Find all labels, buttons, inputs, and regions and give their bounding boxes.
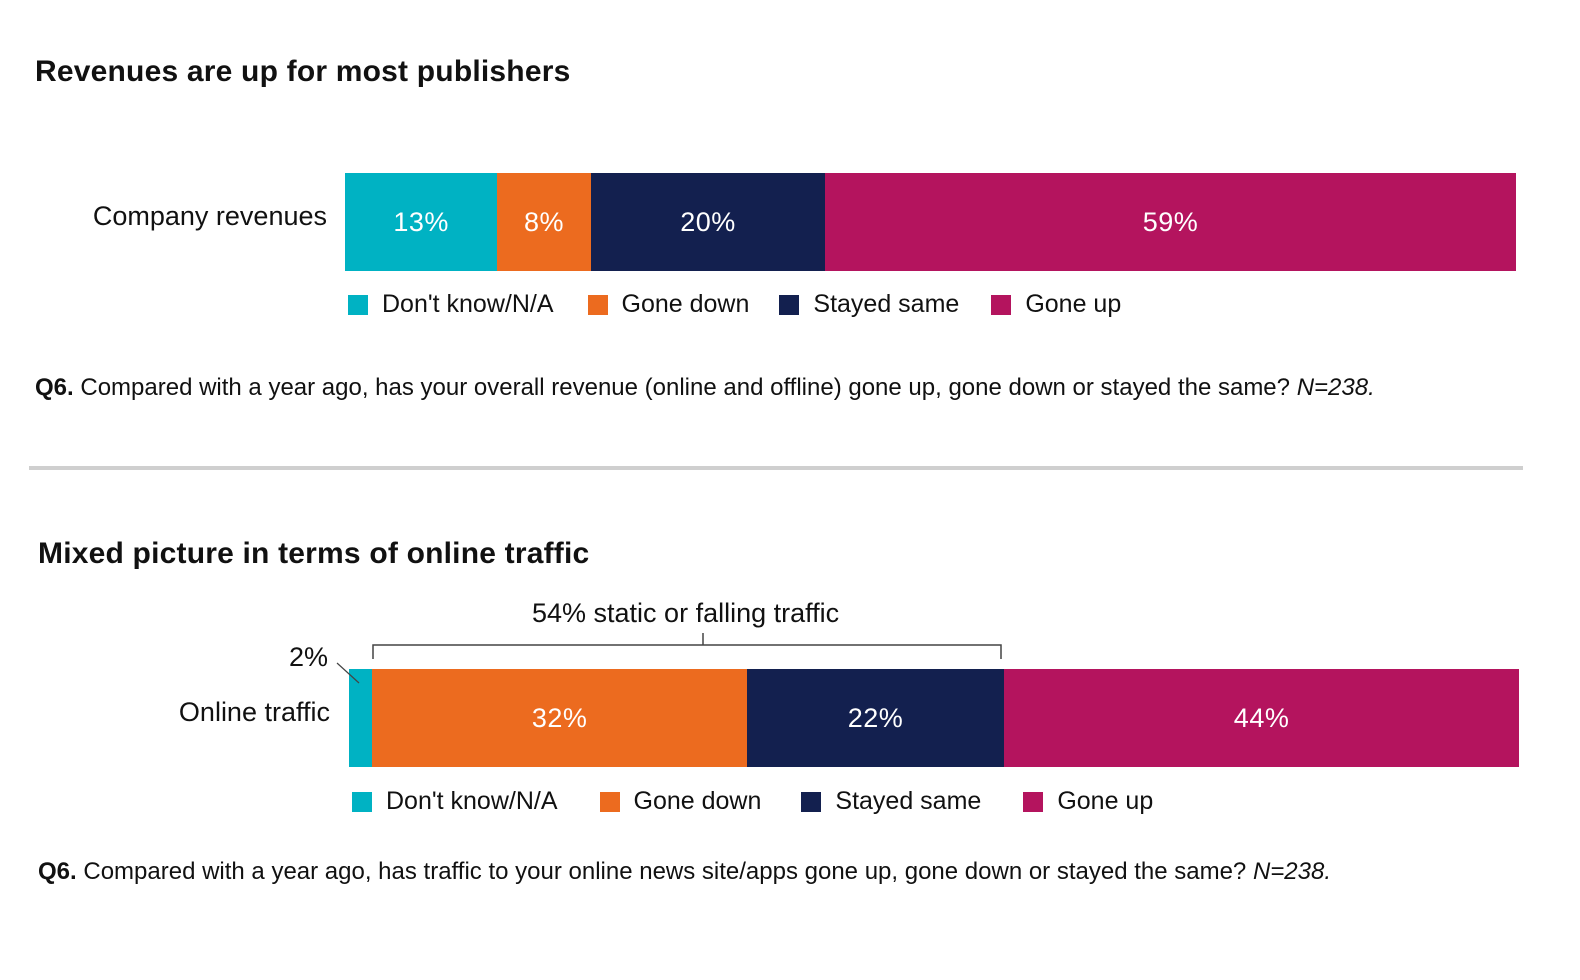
legend2-label-gone-down: Gone down <box>633 787 762 815</box>
chart1-segment-gone-up: 59% <box>825 173 1516 271</box>
chart1-segment-dont-know: 13% <box>345 173 498 271</box>
chart1-bar: 13% 8% 20% 59% <box>345 173 1516 271</box>
chart1-note-text: Compared with a year ago, has your overa… <box>80 374 1291 401</box>
legend-item-dont-know: Don't know/N/A <box>348 290 554 319</box>
chart2-annotation: 54% static or falling traffic <box>532 598 840 628</box>
chart2-bracket <box>372 644 1002 659</box>
chart1-question-note: Q6. Compared with a year ago, has your o… <box>35 374 1375 402</box>
chart1-category-label: Company revenues <box>92 201 327 231</box>
legend2-item-dont-know: Don't know/N/A <box>352 787 558 816</box>
legend2-label-dont-know: Don't know/N/A <box>386 787 558 815</box>
chart2-segment-stayed-same: 22% <box>746 669 1005 767</box>
legend-swatch-gone-down <box>587 294 608 315</box>
chart2-note-label: Q6. <box>38 858 77 885</box>
chart1-segment-gone-down: 8% <box>497 173 591 271</box>
legend2-item-stayed-same: Stayed same <box>801 787 981 816</box>
chart2-value-gone-down: 32% <box>531 702 588 733</box>
legend2-item-gone-down: Gone down <box>599 787 762 816</box>
chart2-category-label: Online traffic <box>178 697 330 727</box>
legend2-swatch-dont-know <box>352 791 372 812</box>
legend-swatch-dont-know <box>348 294 368 315</box>
chart2-segment-dont-know <box>349 669 373 767</box>
legend-label-gone-down: Gone down <box>621 290 750 318</box>
legend2-label-stayed-same: Stayed same <box>835 787 982 815</box>
chart2-note-text: Compared with a year ago, has traffic to… <box>83 858 1247 885</box>
chart2-note-sample: N=238. <box>1252 858 1332 885</box>
chart2-legend: Don't know/N/A Gone down Stayed same Gon… <box>352 787 1153 816</box>
legend-item-stayed-same: Stayed same <box>779 290 959 319</box>
legend-label-gone-up: Gone up <box>1025 290 1122 318</box>
legend-label-dont-know: Don't know/N/A <box>382 290 554 318</box>
chart2-question-note: Q6. Compared with a year ago, has traffi… <box>38 858 1331 886</box>
chart2-segment-gone-up: 44% <box>1004 669 1519 767</box>
chart2-small-value-label: 2% <box>289 642 329 672</box>
legend-item-gone-up: Gone up <box>991 290 1121 319</box>
legend2-item-gone-up: Gone up <box>1023 787 1153 816</box>
chart1-value-gone-up: 59% <box>1142 206 1199 237</box>
chart1-title: Revenues are up for most publishers <box>35 55 571 88</box>
legend-item-gone-down: Gone down <box>587 290 750 319</box>
chart1-value-gone-down: 8% <box>524 206 565 237</box>
legend-swatch-stayed-same <box>779 294 800 315</box>
chart1-legend: Don't know/N/A Gone down Stayed same Gon… <box>348 290 1121 319</box>
chart2-value-stayed-same: 22% <box>847 702 904 733</box>
legend-swatch-gone-up <box>991 294 1012 315</box>
legend2-swatch-gone-up <box>1023 791 1044 812</box>
chart1-note-label: Q6. <box>35 374 74 401</box>
legend2-swatch-stayed-same <box>801 791 822 812</box>
chart2-segment-gone-down: 32% <box>372 669 747 767</box>
chart1-value-stayed-same: 20% <box>680 206 736 237</box>
chart2-value-gone-up: 44% <box>1233 702 1290 733</box>
chart1-value-dont-know: 13% <box>393 206 449 237</box>
chart2-bar: 32% 22% 44% <box>349 669 1519 767</box>
section-divider <box>29 466 1523 470</box>
chart1-segment-stayed-same: 20% <box>590 173 826 271</box>
legend2-swatch-gone-down <box>599 791 620 812</box>
legend-label-stayed-same: Stayed same <box>813 290 960 318</box>
chart1-note-sample: N=238. <box>1296 374 1375 401</box>
chart2-title: Mixed picture in terms of online traffic <box>38 537 590 570</box>
legend2-label-gone-up: Gone up <box>1057 787 1154 815</box>
